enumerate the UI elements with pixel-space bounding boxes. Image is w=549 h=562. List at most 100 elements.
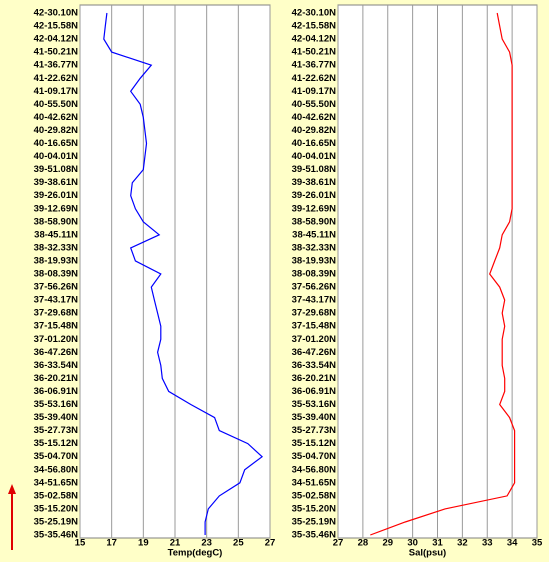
y-tick-label: 41-50.21N	[292, 47, 337, 58]
y-tick-label: 37-56.26N	[34, 282, 79, 293]
y-tick-label: 36-06.91N	[34, 386, 79, 397]
x-tick-label: 29	[382, 538, 393, 549]
y-tick-label: 37-01.20N	[34, 334, 79, 345]
y-tick-label: 39-26.01N	[292, 190, 337, 201]
y-tick-label: 36-47.26N	[34, 347, 79, 358]
y-tick-label: 35-35.46N	[34, 530, 79, 541]
y-tick-label: 39-12.69N	[34, 203, 79, 214]
y-tick-label: 42-15.58N	[292, 21, 337, 32]
y-tick-label: 35-39.40N	[292, 412, 337, 423]
y-tick-label: 39-38.61N	[292, 177, 337, 188]
y-tick-label: 36-06.91N	[292, 386, 337, 397]
y-tick-label: 40-29.82N	[34, 125, 79, 136]
y-tick-label: 39-12.69N	[292, 203, 337, 214]
y-tick-label: 40-29.82N	[292, 125, 337, 136]
y-tick-label: 34-56.80N	[292, 464, 337, 475]
y-tick-label: 35-15.12N	[292, 438, 337, 449]
y-tick-label: 38-45.11N	[292, 229, 336, 240]
y-tick-label: 36-33.54N	[34, 360, 79, 371]
x-tick-label: 19	[138, 538, 149, 549]
x-tick-label: 35	[532, 538, 543, 549]
y-tick-label: 35-35.46N	[292, 530, 337, 541]
y-tick-label: 40-42.62N	[292, 112, 337, 123]
y-tick-label: 38-19.93N	[292, 255, 337, 266]
y-tick-label: 37-56.26N	[292, 282, 337, 293]
y-tick-label: 40-55.50N	[292, 99, 337, 110]
x-tick-label: 17	[106, 538, 117, 549]
y-tick-label: 42-30.10N	[34, 8, 79, 19]
y-tick-label: 35-53.16N	[292, 399, 337, 410]
y-tick-label: 40-16.65N	[34, 138, 79, 149]
y-tick-label: 35-27.73N	[34, 425, 79, 436]
y-tick-label: 36-20.21N	[292, 373, 337, 384]
x-tick-label: 25	[233, 538, 244, 549]
y-tick-label: 35-53.16N	[34, 399, 79, 410]
y-tick-label: 39-51.08N	[34, 164, 79, 175]
y-tick-label: 37-15.48N	[292, 321, 337, 332]
y-tick-label: 41-22.62N	[292, 73, 337, 84]
x-tick-label: 30	[407, 538, 418, 549]
x-tick-label: 15	[75, 538, 86, 549]
x-tick-label: 28	[358, 538, 369, 549]
y-tick-label: 35-39.40N	[34, 412, 79, 423]
y-tick-label: 34-51.65N	[292, 477, 337, 488]
y-tick-label: 38-58.90N	[34, 216, 79, 227]
y-tick-label: 42-15.58N	[34, 21, 79, 32]
y-tick-label: 38-32.33N	[34, 242, 79, 253]
y-tick-label: 38-19.93N	[34, 255, 79, 266]
profile-line	[103, 12, 264, 535]
x-axis-title: Temp(degC)	[168, 548, 223, 559]
y-tick-label: 35-02.58N	[34, 490, 79, 501]
x-tick-label: 34	[507, 538, 518, 549]
y-tick-label: 35-15.12N	[34, 438, 79, 449]
y-tick-label: 41-36.77N	[34, 60, 79, 71]
arrow-head	[8, 484, 16, 494]
y-tick-label: 37-43.17N	[34, 295, 79, 306]
y-tick-label: 36-47.26N	[292, 347, 337, 358]
y-tick-label: 40-42.62N	[34, 112, 79, 123]
y-tick-label: 34-51.65N	[34, 477, 79, 488]
y-tick-label: 41-09.17N	[292, 86, 337, 97]
x-tick-label: 27	[333, 538, 344, 549]
x-axis-title: Sal(psu)	[409, 548, 446, 559]
x-tick-label: 27	[265, 538, 276, 549]
y-tick-label: 34-56.80N	[34, 464, 79, 475]
y-tick-label: 36-20.21N	[34, 373, 79, 384]
y-tick-label: 40-55.50N	[34, 99, 79, 110]
y-tick-label: 35-25.19N	[292, 516, 337, 527]
y-tick-label: 40-16.65N	[292, 138, 337, 149]
y-tick-label: 35-25.19N	[34, 516, 79, 527]
y-tick-label: 35-04.70N	[34, 451, 79, 462]
x-tick-label: 33	[482, 538, 493, 549]
y-tick-label: 37-43.17N	[292, 295, 337, 306]
y-tick-label: 37-29.68N	[292, 308, 337, 319]
y-tick-label: 39-51.08N	[292, 164, 337, 175]
y-tick-label: 38-58.90N	[292, 216, 337, 227]
y-tick-label: 39-38.61N	[34, 177, 79, 188]
y-tick-label: 35-15.20N	[292, 503, 337, 514]
y-tick-label: 38-08.39N	[292, 269, 337, 280]
y-tick-label: 37-15.48N	[34, 321, 79, 332]
y-tick-label: 42-04.12N	[292, 34, 337, 45]
x-tick-label: 32	[457, 538, 468, 549]
y-tick-label: 40-04.01N	[34, 151, 79, 162]
y-tick-label: 41-22.62N	[34, 73, 79, 84]
y-tick-label: 35-04.70N	[292, 451, 337, 462]
y-tick-label: 38-08.39N	[34, 269, 79, 280]
y-tick-label: 42-30.10N	[292, 8, 337, 19]
y-tick-label: 35-02.58N	[292, 490, 337, 501]
y-tick-label: 37-01.20N	[292, 334, 337, 345]
y-tick-label: 36-33.54N	[292, 360, 337, 371]
y-tick-label: 38-45.11N	[34, 229, 78, 240]
y-tick-label: 35-15.20N	[34, 503, 79, 514]
profile-line	[370, 12, 516, 536]
y-tick-label: 37-29.68N	[34, 308, 79, 319]
y-tick-label: 38-32.33N	[292, 242, 337, 253]
y-tick-label: 42-04.12N	[34, 34, 79, 45]
y-tick-label: 40-04.01N	[292, 151, 337, 162]
y-tick-label: 41-50.21N	[34, 47, 79, 58]
y-tick-label: 41-36.77N	[292, 60, 337, 71]
y-tick-label: 39-26.01N	[34, 190, 79, 201]
